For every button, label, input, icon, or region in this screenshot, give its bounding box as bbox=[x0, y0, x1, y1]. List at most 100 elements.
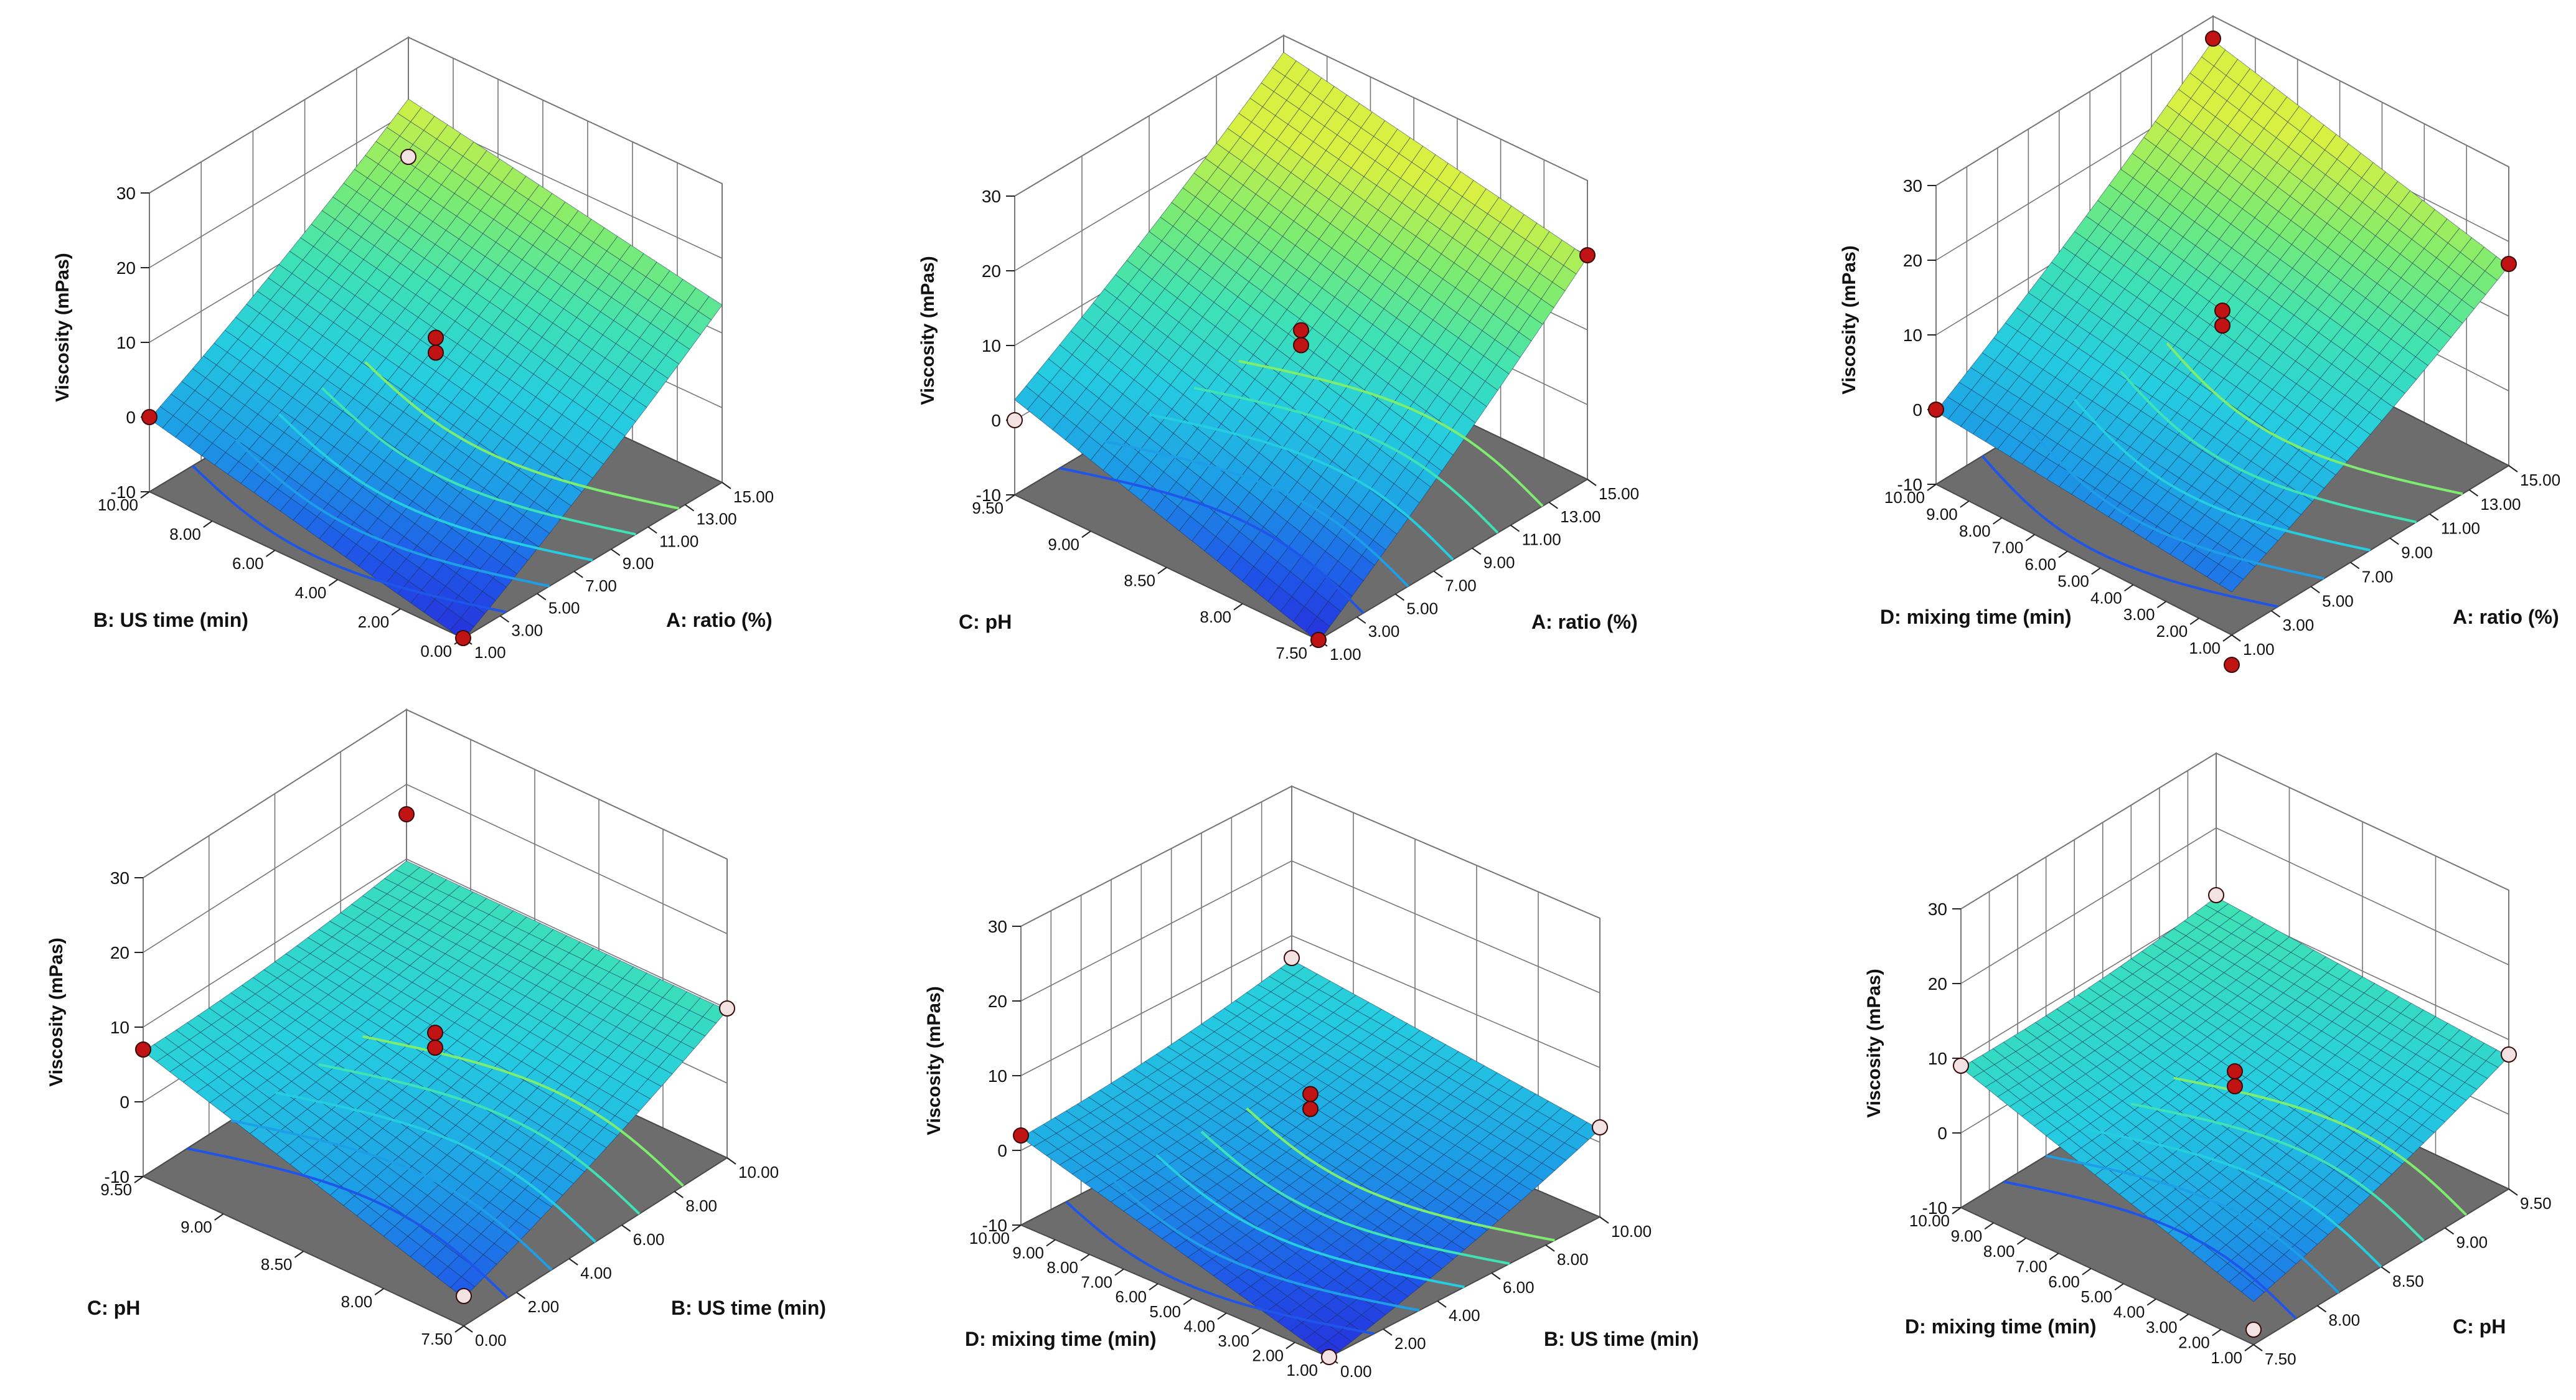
x-tick-label: 5.00 bbox=[548, 599, 580, 618]
y-tick-label: 9.50 bbox=[100, 1180, 132, 1199]
z-tick-label: 10 bbox=[988, 1066, 1007, 1086]
x-tick-label: 5.00 bbox=[1406, 599, 1438, 618]
y-axis-label: D: mixing time (min) bbox=[965, 1328, 1157, 1350]
y-axis-label: D: mixing time (min) bbox=[1880, 606, 2072, 628]
x-tick-label: 3.00 bbox=[1368, 622, 1400, 641]
z-axis-label: Viscosity (mPas) bbox=[924, 986, 944, 1135]
y-tick-label: 9.00 bbox=[1926, 505, 1958, 524]
y-tick-label: 7.00 bbox=[2016, 1257, 2047, 1276]
x-tick-label: 13.00 bbox=[1560, 507, 1601, 526]
x-tick-label: 6.00 bbox=[633, 1230, 665, 1249]
y-tick-label: 3.00 bbox=[2123, 605, 2155, 624]
y-tick-label: 9.00 bbox=[181, 1218, 212, 1236]
x-tick-label: 9.00 bbox=[1483, 553, 1515, 572]
x-tick-label: 3.00 bbox=[511, 621, 543, 639]
x-tick-label: 1.00 bbox=[474, 643, 506, 662]
y-tick-label: 7.00 bbox=[1081, 1273, 1112, 1292]
x-tick-label: 11.00 bbox=[1522, 530, 1561, 549]
design-point bbox=[1321, 1349, 1337, 1365]
z-axis-label: Viscosity (mPas) bbox=[46, 937, 67, 1087]
design-point bbox=[2205, 31, 2221, 47]
x-tick-label: 3.00 bbox=[2283, 616, 2315, 634]
y-tick-label: 4.00 bbox=[295, 583, 327, 602]
y-tick-label: 1.00 bbox=[2189, 639, 2221, 657]
y-tick-label: 2.00 bbox=[1252, 1346, 1284, 1365]
response-surface bbox=[1935, 40, 2509, 593]
x-axis-label: B: US time (min) bbox=[1544, 1328, 1699, 1350]
contour-lines bbox=[1059, 360, 1544, 614]
z-tick-label: 20 bbox=[116, 258, 136, 278]
design-point bbox=[1928, 402, 1944, 418]
y-tick-label: 8.50 bbox=[1124, 571, 1155, 590]
response-surface bbox=[149, 98, 723, 641]
x-axis-label: A: ratio (%) bbox=[1531, 611, 1638, 633]
design-point bbox=[2501, 1046, 2517, 1063]
design-point bbox=[400, 149, 416, 165]
design-point bbox=[398, 806, 415, 822]
y-tick-label: 8.00 bbox=[1200, 608, 1231, 626]
design-point bbox=[2227, 1078, 2243, 1094]
contour-lines bbox=[1981, 342, 2463, 608]
surface-chart-a-d: -10 0 10 20 30 Viscosity (mPas) 1.00 3.00 5.00 7.… bbox=[1839, 15, 2560, 673]
design-point bbox=[1302, 1086, 1319, 1102]
y-tick-label: 9.00 bbox=[1012, 1244, 1044, 1262]
y-axis-label: D: mixing time (min) bbox=[1905, 1315, 2097, 1338]
design-point bbox=[456, 1288, 472, 1304]
z-tick-label: 30 bbox=[110, 868, 129, 888]
design-point bbox=[2208, 887, 2224, 903]
z-tick-label: 30 bbox=[988, 917, 1007, 936]
y-tick-label: 0.00 bbox=[420, 642, 452, 660]
z-tick-label: 10 bbox=[982, 336, 1001, 355]
design-point bbox=[719, 1000, 735, 1017]
contour-lines bbox=[191, 361, 680, 614]
x-tick-label: 2.00 bbox=[1394, 1334, 1426, 1353]
x-tick-label: 8.00 bbox=[2329, 1311, 2361, 1330]
z-tick-label: 30 bbox=[1903, 176, 1922, 195]
z-tick-label: -10 bbox=[1897, 475, 1922, 494]
x-tick-label: 15.00 bbox=[2520, 471, 2560, 489]
x-axis-label: A: ratio (%) bbox=[666, 609, 773, 631]
design-point bbox=[428, 329, 444, 346]
z-tick-label: 20 bbox=[1928, 974, 1947, 994]
z-tick-label: 20 bbox=[110, 943, 129, 962]
y-tick-label: 6.00 bbox=[2048, 1272, 2080, 1291]
design-point bbox=[428, 344, 444, 361]
z-tick-label: 30 bbox=[1928, 900, 1947, 919]
response-surface bbox=[1020, 959, 1601, 1360]
design-point bbox=[2501, 256, 2517, 272]
y-tick-label: 1.00 bbox=[1286, 1361, 1318, 1379]
x-tick-label: 15.00 bbox=[1599, 484, 1639, 503]
z-tick-label: -10 bbox=[982, 1216, 1007, 1235]
y-tick-label: 8.00 bbox=[341, 1292, 373, 1311]
z-tick-label: 20 bbox=[982, 261, 1001, 281]
y-tick-label: 9.00 bbox=[1951, 1226, 1983, 1245]
x-tick-label: 4.00 bbox=[580, 1264, 612, 1282]
design-point bbox=[1293, 322, 1309, 339]
surface-chart-b-d: -10 0 10 20 30 Viscosity (mPas) 0.00 2.00 4.00 6.… bbox=[924, 785, 1699, 1381]
y-tick-label: 1.00 bbox=[2211, 1348, 2242, 1367]
x-tick-label: 9.00 bbox=[2456, 1233, 2488, 1252]
y-tick-label: 6.00 bbox=[2025, 555, 2057, 574]
design-point bbox=[2214, 317, 2230, 334]
design-point bbox=[427, 1025, 443, 1041]
x-tick-label: 11.00 bbox=[2441, 519, 2480, 538]
x-tick-label: 8.50 bbox=[2392, 1272, 2424, 1290]
x-tick-label: 7.00 bbox=[585, 576, 617, 595]
x-axis-label: A: ratio (%) bbox=[2453, 606, 2559, 628]
x-tick-label: 4.00 bbox=[1449, 1306, 1480, 1325]
y-axis-label: B: US time (min) bbox=[93, 609, 248, 631]
z-tick-label: -10 bbox=[111, 482, 136, 502]
y-tick-label: 9.00 bbox=[1048, 535, 1079, 553]
x-tick-label: 9.00 bbox=[623, 554, 654, 573]
z-tick-label: 10 bbox=[110, 1018, 129, 1037]
y-tick-label: 3.00 bbox=[1218, 1332, 1249, 1350]
y-tick-label: 5.00 bbox=[2081, 1287, 2113, 1306]
design-point bbox=[1310, 632, 1327, 648]
x-tick-label: 15.00 bbox=[733, 487, 774, 506]
y-tick-label: 4.00 bbox=[2113, 1303, 2145, 1322]
z-tick-label: -10 bbox=[976, 486, 1001, 505]
x-tick-label: 2.00 bbox=[528, 1297, 560, 1316]
x-tick-label: 7.50 bbox=[2265, 1350, 2296, 1368]
response-surface bbox=[1960, 896, 2509, 1302]
